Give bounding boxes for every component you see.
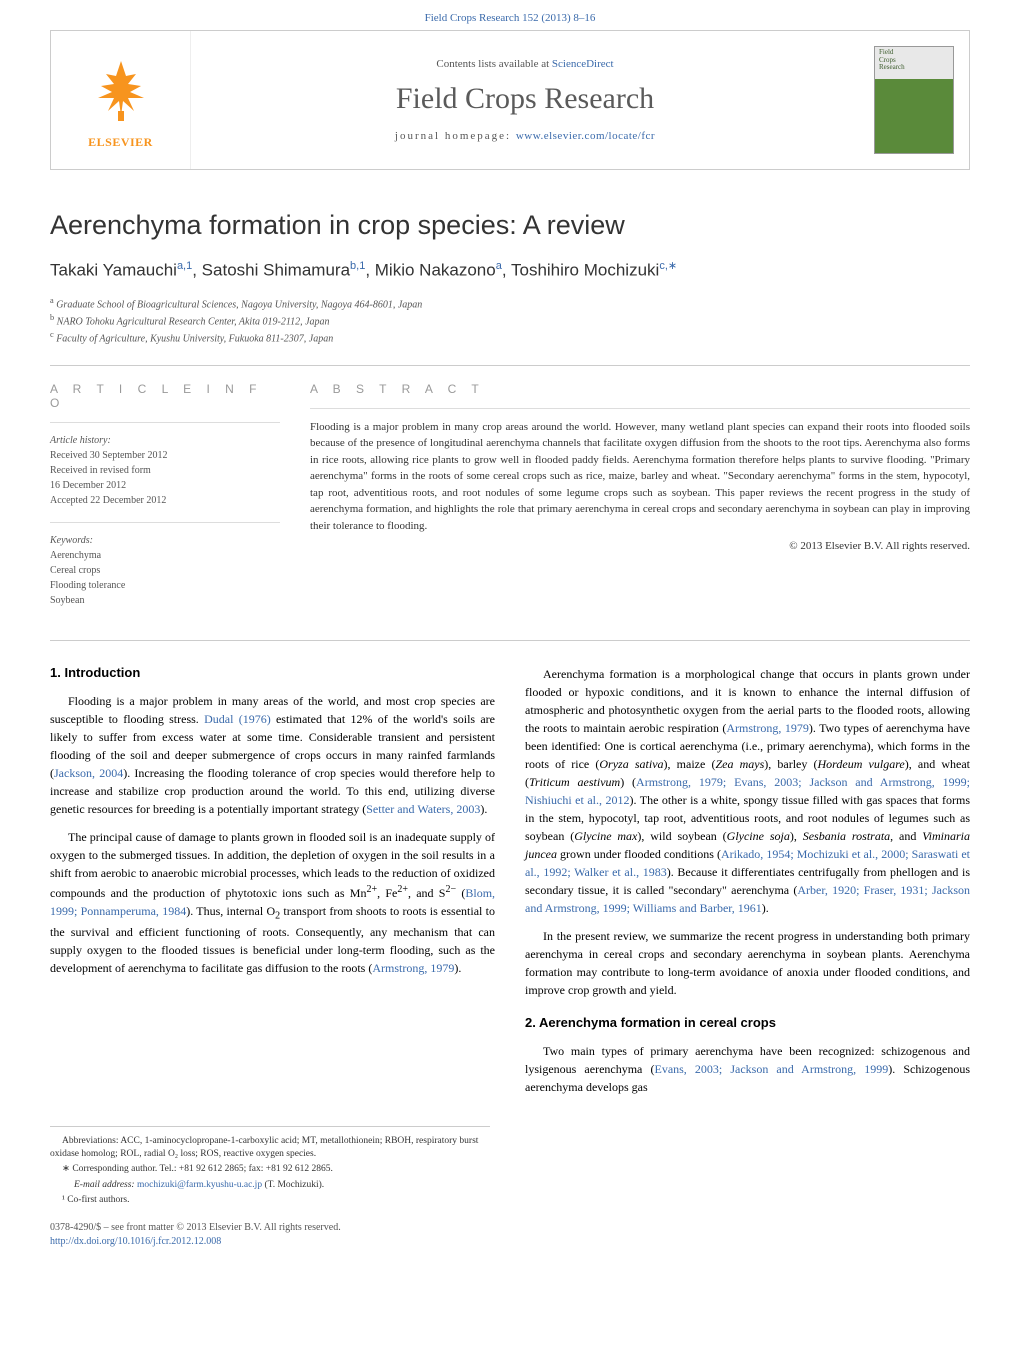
- fn-email-link[interactable]: mochizuki@farm.kyushu-u.ac.jp: [137, 1180, 262, 1190]
- history-line: Accepted 22 December 2012: [50, 493, 280, 508]
- article-info-col: A R T I C L E I N F O Article history: R…: [50, 382, 280, 622]
- contents-prefix: Contents lists available at: [436, 58, 551, 70]
- abstract-copyright: © 2013 Elsevier B.V. All rights reserved…: [310, 540, 970, 552]
- body-paragraph: Aerenchyma formation is a morphological …: [525, 665, 970, 917]
- abstract-heading: A B S T R A C T: [310, 382, 970, 396]
- history-line: Received 30 September 2012: [50, 448, 280, 463]
- history-line: 16 December 2012: [50, 478, 280, 493]
- elsevier-logo: ELSEVIER: [76, 50, 166, 150]
- fn-email-suffix: (T. Mochizuki).: [262, 1180, 324, 1190]
- affiliation: b NARO Tohoku Agricultural Research Cent…: [50, 312, 970, 329]
- affiliation: c Faculty of Agriculture, Kyushu Univers…: [50, 329, 970, 346]
- history-line: Received in revised form: [50, 463, 280, 478]
- footer-doi-link[interactable]: http://dx.doi.org/10.1016/j.fcr.2012.12.…: [50, 1236, 221, 1247]
- keywords-title: Keywords:: [50, 533, 280, 548]
- journal-citation: Field Crops Research 152 (2013) 8–16: [0, 0, 1020, 30]
- article-history: Article history: Received 30 September 2…: [50, 433, 280, 508]
- abstract-col: A B S T R A C T Flooding is a major prob…: [310, 382, 970, 622]
- body-paragraph: The principal cause of damage to plants …: [50, 828, 495, 977]
- homepage-link[interactable]: www.elsevier.com/locate/fcr: [516, 130, 655, 142]
- cover-cell: Field Crops Research: [859, 31, 969, 169]
- footnotes: Abbreviations: ACC, 1-aminocyclopropane-…: [50, 1126, 490, 1207]
- article-info-heading: A R T I C L E I N F O: [50, 382, 280, 410]
- abstract-text: Flooding is a major problem in many crop…: [310, 419, 970, 535]
- abstract-divider: [310, 408, 970, 409]
- divider-2: [50, 640, 970, 641]
- right-column: Aerenchyma formation is a morphological …: [525, 665, 970, 1106]
- journal-homepage-line: journal homepage: www.elsevier.com/locat…: [201, 130, 849, 142]
- info-divider: [50, 422, 280, 423]
- sciencedirect-link[interactable]: ScienceDirect: [552, 58, 614, 70]
- journal-name: Field Crops Research: [201, 82, 849, 116]
- contents-line: Contents lists available at ScienceDirec…: [201, 58, 849, 70]
- keyword: Flooding tolerance: [50, 578, 280, 593]
- body-paragraph: Two main types of primary aerenchyma hav…: [525, 1042, 970, 1096]
- fn-corresponding: ∗ Corresponding author. Tel.: +81 92 612…: [50, 1163, 490, 1176]
- journal-header: ELSEVIER Contents lists available at Sci…: [50, 30, 970, 170]
- history-title: Article history:: [50, 433, 280, 448]
- keywords-block: Keywords: AerenchymaCereal cropsFlooding…: [50, 533, 280, 608]
- fn-email-label: E-mail address:: [74, 1180, 137, 1190]
- body-columns: 1. Introduction Flooding is a major prob…: [50, 665, 970, 1106]
- body-paragraph: Flooding is a major problem in many area…: [50, 692, 495, 818]
- keyword: Cereal crops: [50, 563, 280, 578]
- cover-label: Field Crops Research: [879, 49, 905, 72]
- fn-abbreviations: Abbreviations: ACC, 1-aminocyclopropane-…: [50, 1135, 490, 1162]
- affiliation: a Graduate School of Bioagricultural Sci…: [50, 295, 970, 312]
- publisher-logo-cell: ELSEVIER: [51, 31, 191, 169]
- section-1-head: 1. Introduction: [50, 665, 495, 680]
- homepage-prefix: journal homepage:: [395, 130, 516, 142]
- keyword: Aerenchyma: [50, 548, 280, 563]
- journal-cover-thumbnail: Field Crops Research: [874, 46, 954, 154]
- article-title: Aerenchyma formation in crop species: A …: [50, 210, 970, 241]
- fn-email: E-mail address: mochizuki@farm.kyushu-u.…: [50, 1179, 490, 1192]
- elsevier-tree-icon: [86, 56, 156, 131]
- affiliations: a Graduate School of Bioagricultural Sci…: [50, 295, 970, 347]
- footer-issn: 0378-4290/$ – see front matter © 2013 El…: [50, 1221, 970, 1235]
- footer: 0378-4290/$ – see front matter © 2013 El…: [50, 1221, 970, 1249]
- fn-cofirst: ¹ Co-first authors.: [50, 1194, 490, 1207]
- info-divider-2: [50, 522, 280, 523]
- fn-abbrev-text: Abbreviations: ACC, 1-aminocyclopropane-…: [50, 1136, 478, 1159]
- section-2-head: 2. Aerenchyma formation in cereal crops: [525, 1015, 970, 1030]
- authors: Takaki Yamauchia,1, Satoshi Shimamurab,1…: [50, 259, 970, 281]
- body-paragraph: In the present review, we summarize the …: [525, 927, 970, 999]
- divider: [50, 365, 970, 366]
- info-abstract-row: A R T I C L E I N F O Article history: R…: [50, 382, 970, 622]
- left-column: 1. Introduction Flooding is a major prob…: [50, 665, 495, 1106]
- journal-center: Contents lists available at ScienceDirec…: [191, 48, 859, 152]
- keyword: Soybean: [50, 593, 280, 608]
- publisher-name: ELSEVIER: [88, 135, 153, 150]
